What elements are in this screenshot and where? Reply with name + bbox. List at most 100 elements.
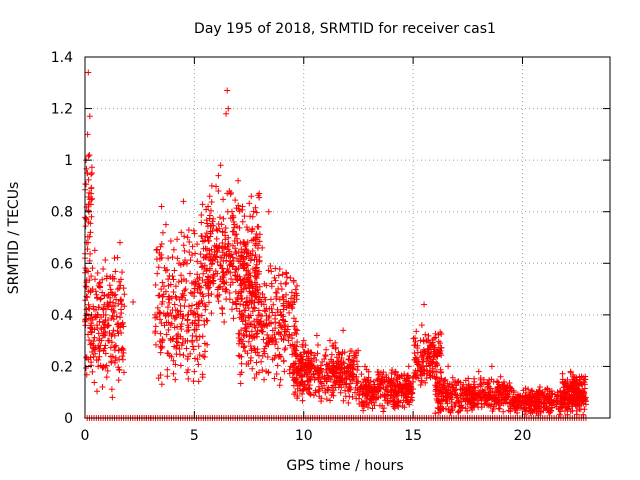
data-point <box>222 243 229 250</box>
data-point <box>191 327 198 334</box>
data-point <box>580 378 587 385</box>
data-point <box>97 296 104 303</box>
data-point <box>114 254 121 261</box>
data-point <box>219 249 226 256</box>
data-point <box>246 331 253 338</box>
data-point <box>425 349 432 356</box>
data-point <box>437 375 444 382</box>
data-point <box>255 352 262 359</box>
data-point <box>310 371 317 378</box>
data-point <box>286 331 293 338</box>
data-point <box>401 375 408 382</box>
data-point <box>290 382 297 389</box>
data-point <box>157 309 164 316</box>
data-point <box>217 162 224 169</box>
data-point <box>412 338 419 345</box>
data-point <box>198 219 205 226</box>
data-point <box>161 264 168 271</box>
data-point <box>82 283 89 290</box>
chart-title: Day 195 of 2018, SRMTID for receiver cas… <box>194 21 496 37</box>
data-point <box>230 315 237 322</box>
data-point <box>109 290 116 297</box>
data-point <box>573 407 580 414</box>
data-point <box>88 213 95 220</box>
data-point <box>467 399 473 406</box>
y-tick-label: 1.4 <box>51 50 73 66</box>
data-point <box>212 268 219 275</box>
data-point <box>200 353 207 360</box>
data-point <box>156 310 163 317</box>
data-point <box>433 395 440 402</box>
data-point <box>112 354 119 361</box>
data-point <box>497 373 504 380</box>
data-point <box>427 358 434 365</box>
data-point <box>107 344 114 351</box>
data-point <box>337 389 344 396</box>
data-point <box>88 164 95 171</box>
data-point <box>374 376 381 383</box>
data-point <box>191 230 198 237</box>
data-point <box>96 353 103 360</box>
data-point <box>106 282 113 289</box>
data-point <box>414 342 421 349</box>
data-point <box>178 272 185 279</box>
data-point <box>185 375 192 382</box>
data-point <box>190 378 197 385</box>
data-point <box>445 363 452 370</box>
data-point <box>176 351 183 358</box>
data-point <box>248 281 255 288</box>
data-point <box>511 402 518 409</box>
data-point <box>330 392 337 399</box>
data-point <box>243 267 250 274</box>
data-point <box>95 356 102 363</box>
data-point <box>242 307 249 314</box>
data-point <box>171 301 178 308</box>
data-point <box>116 285 123 292</box>
data-point <box>506 399 513 406</box>
data-point <box>212 253 219 260</box>
data-point <box>348 347 355 354</box>
data-point <box>168 320 175 327</box>
data-point <box>220 269 227 276</box>
data-point <box>170 246 177 253</box>
data-point <box>202 253 209 260</box>
data-point <box>554 389 561 396</box>
data-point <box>484 401 491 408</box>
data-point <box>362 385 369 392</box>
data-point <box>335 358 342 365</box>
data-point <box>176 260 183 267</box>
data-point <box>358 371 365 378</box>
data-point <box>111 255 118 262</box>
data-point <box>232 245 239 252</box>
data-point <box>459 385 466 392</box>
data-point <box>280 317 287 324</box>
data-point <box>343 375 350 382</box>
data-point <box>211 249 218 256</box>
data-point <box>248 347 255 354</box>
data-point <box>184 355 191 362</box>
data-point <box>282 345 289 352</box>
data-point <box>561 380 568 387</box>
data-point <box>195 343 202 350</box>
data-point <box>438 330 445 337</box>
data-point <box>239 249 246 256</box>
y-tick-label: 1.2 <box>51 102 73 118</box>
data-point <box>293 379 300 386</box>
data-point <box>205 237 212 244</box>
data-point <box>356 400 363 407</box>
data-point <box>554 398 561 405</box>
data-point <box>469 405 476 412</box>
data-point <box>362 363 368 370</box>
data-point <box>312 387 319 394</box>
data-point <box>267 296 274 303</box>
data-point <box>416 362 423 369</box>
data-point <box>247 272 254 279</box>
data-point <box>106 329 113 336</box>
data-point <box>548 407 555 414</box>
data-point <box>443 392 450 399</box>
data-point <box>561 407 568 414</box>
data-point <box>306 385 313 392</box>
data-point <box>172 314 179 321</box>
data-point <box>87 328 94 335</box>
data-point <box>246 297 253 304</box>
